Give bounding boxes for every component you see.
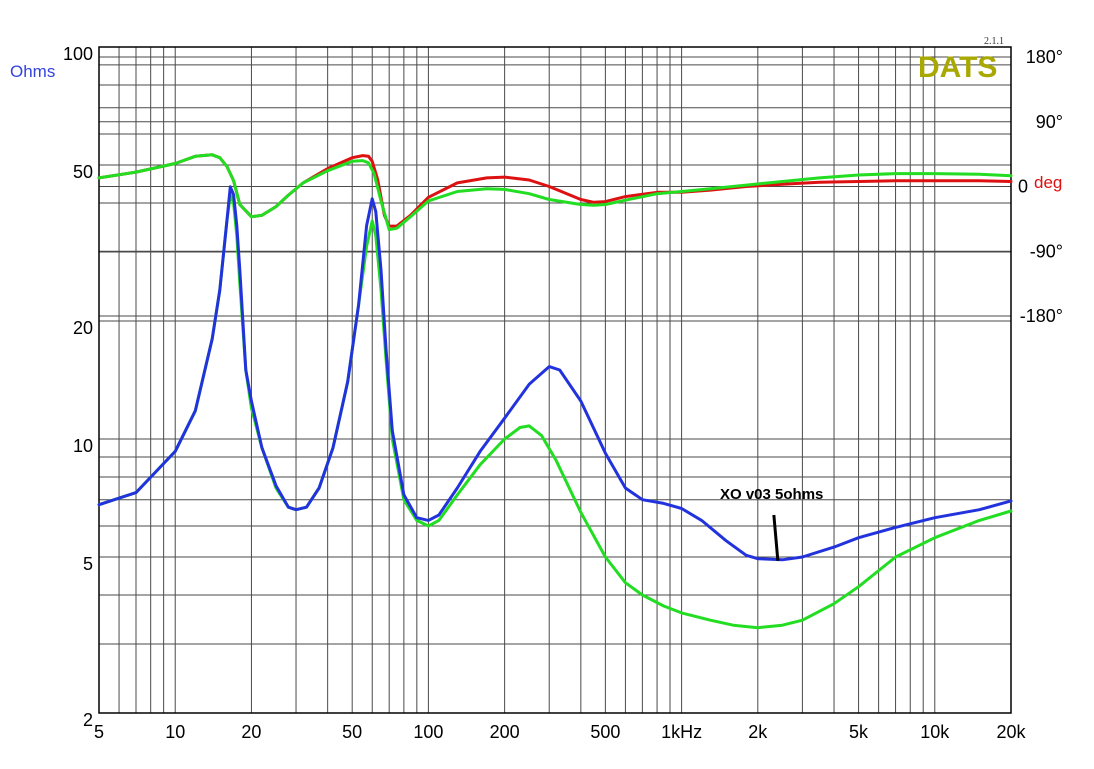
y-tick-label: 20: [73, 318, 93, 338]
x-tick-label: 50: [342, 722, 362, 742]
impedance-curve-0: [97, 193, 1013, 630]
x-tick-label: 2k: [748, 722, 768, 742]
x-tick-label: 20k: [996, 722, 1026, 742]
impedance-curve-1: [97, 185, 1013, 562]
annotation-label: XO v03 5ohms: [720, 486, 823, 503]
y2-tick-label: 0: [1018, 177, 1028, 197]
y2-tick-labels: 180° 90° 0 -90° -180°: [1018, 47, 1063, 326]
phase-curve-3: [97, 153, 1013, 232]
x-tick-label: 5k: [849, 722, 869, 742]
annotation-pointer: [772, 514, 780, 561]
y-tick-labels: 100 50 20 10 5 2: [63, 44, 93, 730]
x-tick-label: 500: [590, 722, 620, 742]
annotation: XO v03 5ohms: [720, 486, 823, 561]
x-tick-label: 20: [241, 722, 261, 742]
y2-tick-label: 180°: [1026, 47, 1063, 67]
x-tick-label: 10: [165, 722, 185, 742]
x-tick-label: 10k: [920, 722, 950, 742]
y-axis-unit-label: Ohms: [10, 62, 55, 81]
y-tick-label: 10: [73, 436, 93, 456]
plot-frame: [98, 46, 1012, 714]
y2-tick-label: 90°: [1036, 112, 1063, 132]
y-tick-label: 50: [73, 162, 93, 182]
x-tick-label: 1kHz: [661, 722, 702, 742]
y2-tick-label: -90°: [1030, 241, 1063, 261]
data-curves: [97, 153, 1013, 630]
dats-logo: DATS: [918, 51, 997, 84]
x-tick-label: 5: [94, 722, 104, 742]
x-tick-label: 200: [490, 722, 520, 742]
y2-axis-unit-label: deg: [1034, 173, 1062, 192]
y2-tick-label: -180°: [1020, 306, 1063, 326]
x-tick-label: 100: [413, 722, 443, 742]
y-tick-label: 100: [63, 44, 93, 64]
grid: [98, 46, 1012, 714]
version-label: 2.1.1: [984, 36, 1004, 47]
x-tick-labels: 5 10 20 50 100 200 500 1kHz 2k 5k 10k 20k: [94, 722, 1027, 742]
y-tick-label: 5: [83, 554, 93, 574]
y-tick-label: 2: [83, 710, 93, 730]
